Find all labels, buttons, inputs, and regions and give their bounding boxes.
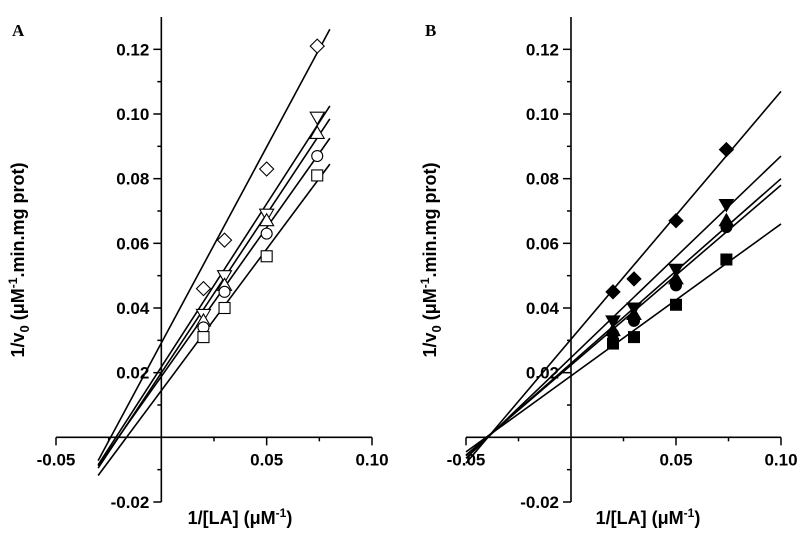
fit-line-circle-open bbox=[97, 137, 331, 467]
data-point-square-open bbox=[197, 331, 210, 344]
y-tick-label: 0.02 bbox=[116, 364, 149, 383]
y-tick-label: 0.06 bbox=[526, 234, 559, 253]
data-point-diamond-open bbox=[258, 161, 275, 177]
y-tick-label: 0.10 bbox=[116, 105, 149, 124]
x-axis-title: 1/[LA] (μM-1) bbox=[188, 506, 293, 528]
data-point-square-open bbox=[311, 169, 324, 182]
panel-a: -0.05 0.05 0.10 -0.02 0.02 0.04 0.06 0.08 0.10 0.… bbox=[6, 17, 389, 528]
y-tick-label: -0.02 bbox=[111, 493, 150, 512]
x-tick-label: 0.05 bbox=[250, 450, 283, 469]
data-point-triangle-up-open bbox=[258, 212, 275, 227]
fit-line-triangle-down-filled bbox=[465, 155, 782, 459]
panel-label: A bbox=[12, 21, 25, 40]
data-point-circle-open bbox=[260, 227, 273, 240]
data-point-triangle-down-filled bbox=[668, 263, 684, 278]
data-point-diamond-filled bbox=[718, 141, 735, 158]
y-tick-label: 0.04 bbox=[116, 299, 150, 318]
x-tick-label: -0.05 bbox=[37, 450, 76, 469]
data-point-diamond-open bbox=[309, 38, 326, 54]
data-point-square-filled bbox=[720, 253, 733, 266]
data-point-circle-open bbox=[311, 149, 324, 163]
data-point-circle-open bbox=[218, 285, 231, 298]
y-tick-label: 0.10 bbox=[526, 105, 559, 124]
data-point-diamond-filled bbox=[626, 271, 642, 287]
data-point-diamond-filled bbox=[668, 212, 684, 229]
data-point-diamond-open bbox=[195, 280, 212, 297]
panel-label: B bbox=[425, 21, 436, 40]
fit-lines bbox=[465, 90, 782, 464]
y-tick-label: 0.08 bbox=[526, 170, 559, 189]
y-tick-label: 0.12 bbox=[526, 40, 559, 59]
data-point-diamond-open bbox=[216, 232, 233, 248]
data-point-circle-filled bbox=[720, 221, 733, 234]
fit-lines bbox=[97, 28, 331, 476]
y-tick-label: 0.04 bbox=[526, 299, 560, 318]
fit-line-square-filled bbox=[465, 223, 782, 453]
data-point-square-filled bbox=[628, 331, 640, 344]
data-point-diamond-filled bbox=[605, 284, 621, 300]
data-point-square-open bbox=[218, 301, 231, 315]
data-point-square-open bbox=[260, 250, 273, 263]
x-tick-label: 0.10 bbox=[764, 450, 797, 469]
data-point-square-filled bbox=[670, 298, 682, 311]
y-tick-label: 0.06 bbox=[116, 234, 149, 253]
data-point-triangle-down-filled bbox=[605, 315, 621, 329]
data-point-square-filled bbox=[607, 337, 619, 350]
x-tick-label: 0.05 bbox=[659, 450, 692, 469]
y-axis-title: 1/v0 (μM-1.min.mg prot) bbox=[6, 163, 32, 358]
y-axis-title: 1/v0 (μM-1.min.mg prot) bbox=[418, 163, 444, 358]
x-tick-label: -0.05 bbox=[447, 450, 486, 469]
fit-line-diamond-filled bbox=[465, 90, 782, 464]
data-point-circle-filled bbox=[670, 279, 682, 292]
fit-line-square-open bbox=[97, 163, 331, 476]
y-tick-label: 0.08 bbox=[116, 170, 149, 189]
fit-line-triangle-down-open bbox=[97, 105, 331, 466]
x-tick-label: 0.10 bbox=[355, 450, 388, 469]
data-point-triangle-down-filled bbox=[718, 199, 735, 213]
y-tick-label: -0.02 bbox=[520, 493, 559, 512]
data-point-circle-filled bbox=[628, 314, 640, 327]
data-point-triangle-down-open bbox=[216, 270, 233, 284]
panel-b: -0.05 0.05 0.10-0.020.020.040.060.080.100.… bbox=[418, 17, 798, 528]
data-point-triangle-down-open bbox=[309, 111, 326, 126]
fit-line-diamond-open bbox=[97, 28, 331, 461]
x-axis-title: 1/[LA] (μM-1) bbox=[596, 506, 701, 528]
y-tick-label: 0.12 bbox=[116, 40, 149, 59]
data-point-triangle-up-open bbox=[309, 125, 326, 139]
